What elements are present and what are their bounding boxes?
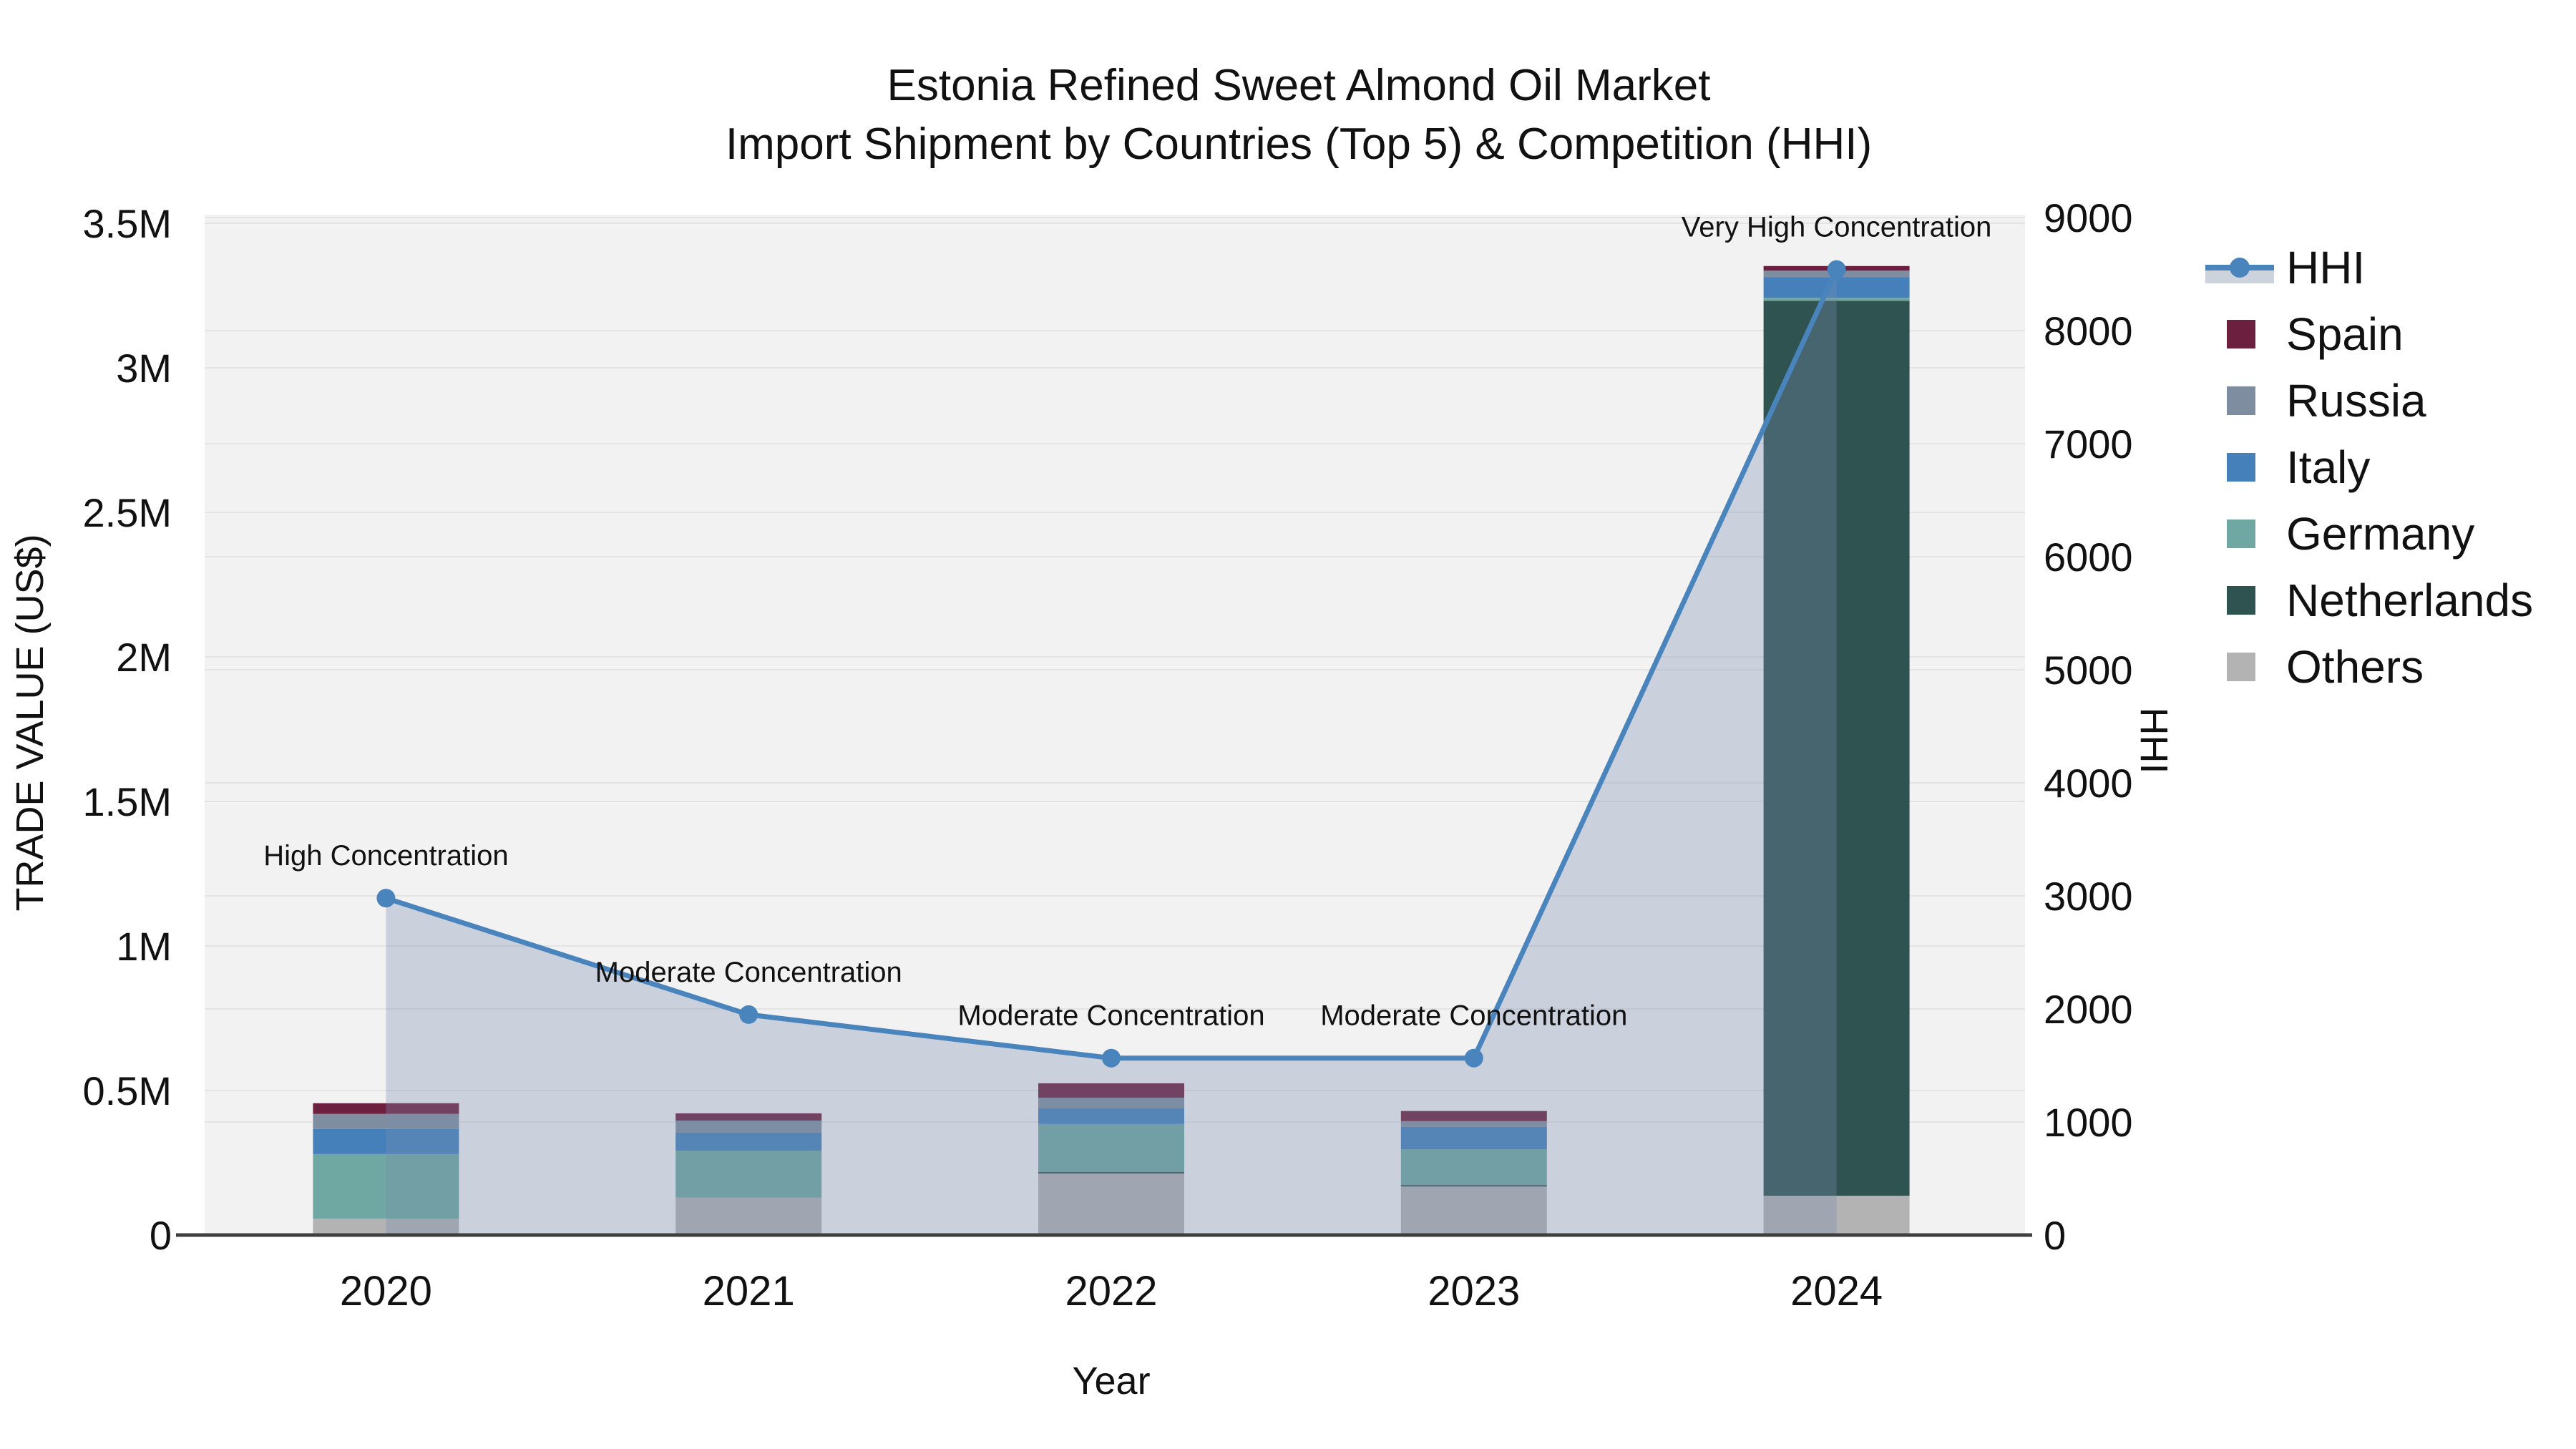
hhi-marker-2024 [1827, 260, 1846, 279]
bar-segment-germany-2024 [1763, 298, 1910, 301]
bar-segment-italy-2020 [313, 1128, 459, 1154]
bar-segment-spain-2020 [313, 1103, 459, 1114]
legend-item-germany[interactable]: Germany [2227, 508, 2474, 560]
y-left-axis-title: TRADE VALUE (US$) [9, 534, 52, 911]
chart-title-line1: Estonia Refined Sweet Almond Oil Market [887, 61, 1711, 110]
y-right-tick-label: 0 [2044, 1213, 2066, 1258]
legend-swatch-others [2227, 653, 2255, 681]
y-right-tick-label: 1000 [2044, 1100, 2133, 1145]
x-tick-label-2023: 2023 [1428, 1268, 1520, 1314]
bar-segment-russia-2022 [1038, 1098, 1184, 1109]
legend-swatch-netherlands [2227, 586, 2255, 615]
legend-item-russia[interactable]: Russia [2227, 375, 2426, 426]
x-axis-title: Year [1072, 1360, 1150, 1402]
y-left-tick-label: 3M [116, 346, 172, 391]
legend-swatch-spain [2227, 320, 2255, 348]
hhi-marker-2022 [1102, 1048, 1121, 1068]
y-right-tick-label: 3000 [2044, 874, 2133, 919]
y-left-tick-label: 2M [116, 635, 172, 680]
y-right-tick-label: 6000 [2044, 535, 2133, 580]
bar-segment-germany-2021 [675, 1151, 822, 1198]
bar-segment-russia-2023 [1400, 1121, 1547, 1127]
bar-segment-germany-2020 [313, 1153, 459, 1219]
hhi-legend-marker [2230, 258, 2250, 278]
axis-layer: 0 0.5M 1M 1.5M 2M 2.5M 3M 3.5M 0 1000 2000 3000 4000… [83, 195, 2133, 1314]
y-right-tick-label: 8000 [2044, 308, 2133, 353]
hhi-marker-2023 [1464, 1048, 1483, 1068]
bar-segment-italy-2021 [675, 1132, 822, 1151]
chart-title-line2: Import Shipment by Countries (Top 5) & C… [726, 119, 1872, 169]
legend: HHI Spain Russia Italy Germany Netherlands Oth… [2205, 242, 2533, 693]
y-left-tick-label: 0.5M [83, 1068, 172, 1113]
legend-label-others: Others [2286, 641, 2424, 693]
bar-segment-spain-2021 [675, 1113, 822, 1121]
legend-label-germany: Germany [2286, 508, 2474, 560]
annotation-layer: High Concentration Moderate Concentration… [263, 212, 1991, 1032]
bar-segment-italy-2022 [1038, 1108, 1184, 1124]
annotation-2022: Moderate Concentration [957, 1000, 1264, 1032]
bar-segment-netherlands-2023 [1400, 1185, 1547, 1187]
annotation-2021: Moderate Concentration [595, 957, 902, 988]
bar-segment-others-2022 [1038, 1173, 1184, 1235]
legend-swatch-germany [2227, 519, 2255, 548]
bar-segment-russia-2020 [313, 1113, 459, 1129]
hhi-area-fill [386, 269, 1837, 1236]
bar-segment-others-2021 [675, 1197, 822, 1235]
x-tick-label-2021: 2021 [703, 1268, 795, 1314]
bar-segment-others-2020 [313, 1218, 459, 1235]
hhi-marker-2021 [739, 1005, 758, 1024]
y-right-tick-label: 2000 [2044, 987, 2133, 1032]
y-right-tick-label: 4000 [2044, 761, 2133, 806]
legend-item-spain[interactable]: Spain [2227, 308, 2404, 360]
legend-item-italy[interactable]: Italy [2227, 441, 2370, 493]
legend-swatch-russia [2227, 386, 2255, 415]
y-right-tick-label: 7000 [2044, 421, 2133, 467]
bar-segment-russia-2021 [675, 1121, 822, 1133]
y-right-tick-label: 5000 [2044, 648, 2133, 693]
bar-segment-germany-2022 [1038, 1123, 1184, 1172]
legend-label-spain: Spain [2286, 308, 2404, 360]
legend-label-hhi: HHI [2286, 242, 2365, 293]
x-tick-label-2024: 2024 [1790, 1268, 1883, 1314]
bar-segment-germany-2023 [1400, 1149, 1547, 1186]
x-tick-label-2020: 2020 [340, 1268, 432, 1314]
legend-item-netherlands[interactable]: Netherlands [2227, 575, 2533, 626]
legend-item-hhi[interactable]: HHI [2205, 242, 2365, 293]
annotation-2024: Very High Concentration [1682, 212, 1992, 243]
bar-segment-netherlands-2024 [1763, 301, 1910, 1196]
legend-item-others[interactable]: Others [2227, 641, 2424, 693]
hhi-marker-2020 [376, 889, 396, 908]
y-left-tick-label: 2.5M [83, 490, 172, 535]
bar-segment-italy-2023 [1400, 1126, 1547, 1150]
y-left-tick-label: 1.5M [83, 779, 172, 824]
bar-segment-italy-2024 [1763, 277, 1910, 298]
bar-segment-netherlands-2022 [1038, 1171, 1184, 1174]
legend-label-italy: Italy [2286, 441, 2370, 493]
plot-layer [205, 215, 2025, 1236]
legend-label-russia: Russia [2286, 375, 2426, 426]
y-right-tick-label: 9000 [2044, 195, 2133, 240]
y-left-tick-label: 0 [150, 1213, 172, 1258]
bar-segment-spain-2023 [1400, 1111, 1547, 1121]
legend-label-netherlands: Netherlands [2286, 575, 2533, 626]
x-tick-label-2022: 2022 [1065, 1268, 1157, 1314]
bar-segment-others-2024 [1763, 1196, 1910, 1235]
y-right-axis-title: HHI [2132, 708, 2175, 774]
legend-swatch-italy [2227, 453, 2255, 482]
bar-segment-spain-2022 [1038, 1083, 1184, 1098]
annotation-2023: Moderate Concentration [1320, 1000, 1627, 1032]
y-left-tick-label: 1M [116, 924, 172, 969]
y-left-tick-label: 3.5M [83, 201, 172, 246]
annotation-2020: High Concentration [263, 840, 508, 872]
bar-segment-others-2023 [1400, 1186, 1547, 1235]
